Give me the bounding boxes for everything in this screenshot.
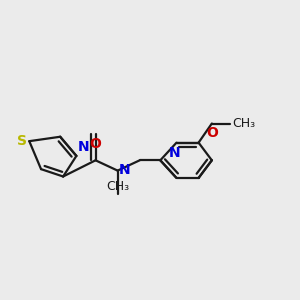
Text: N: N bbox=[78, 140, 90, 154]
Text: N: N bbox=[119, 163, 131, 177]
Text: CH₃: CH₃ bbox=[232, 117, 255, 130]
Text: O: O bbox=[206, 126, 218, 140]
Text: O: O bbox=[90, 137, 101, 151]
Text: N: N bbox=[169, 146, 181, 160]
Text: S: S bbox=[17, 134, 27, 148]
Text: CH₃: CH₃ bbox=[106, 180, 129, 193]
